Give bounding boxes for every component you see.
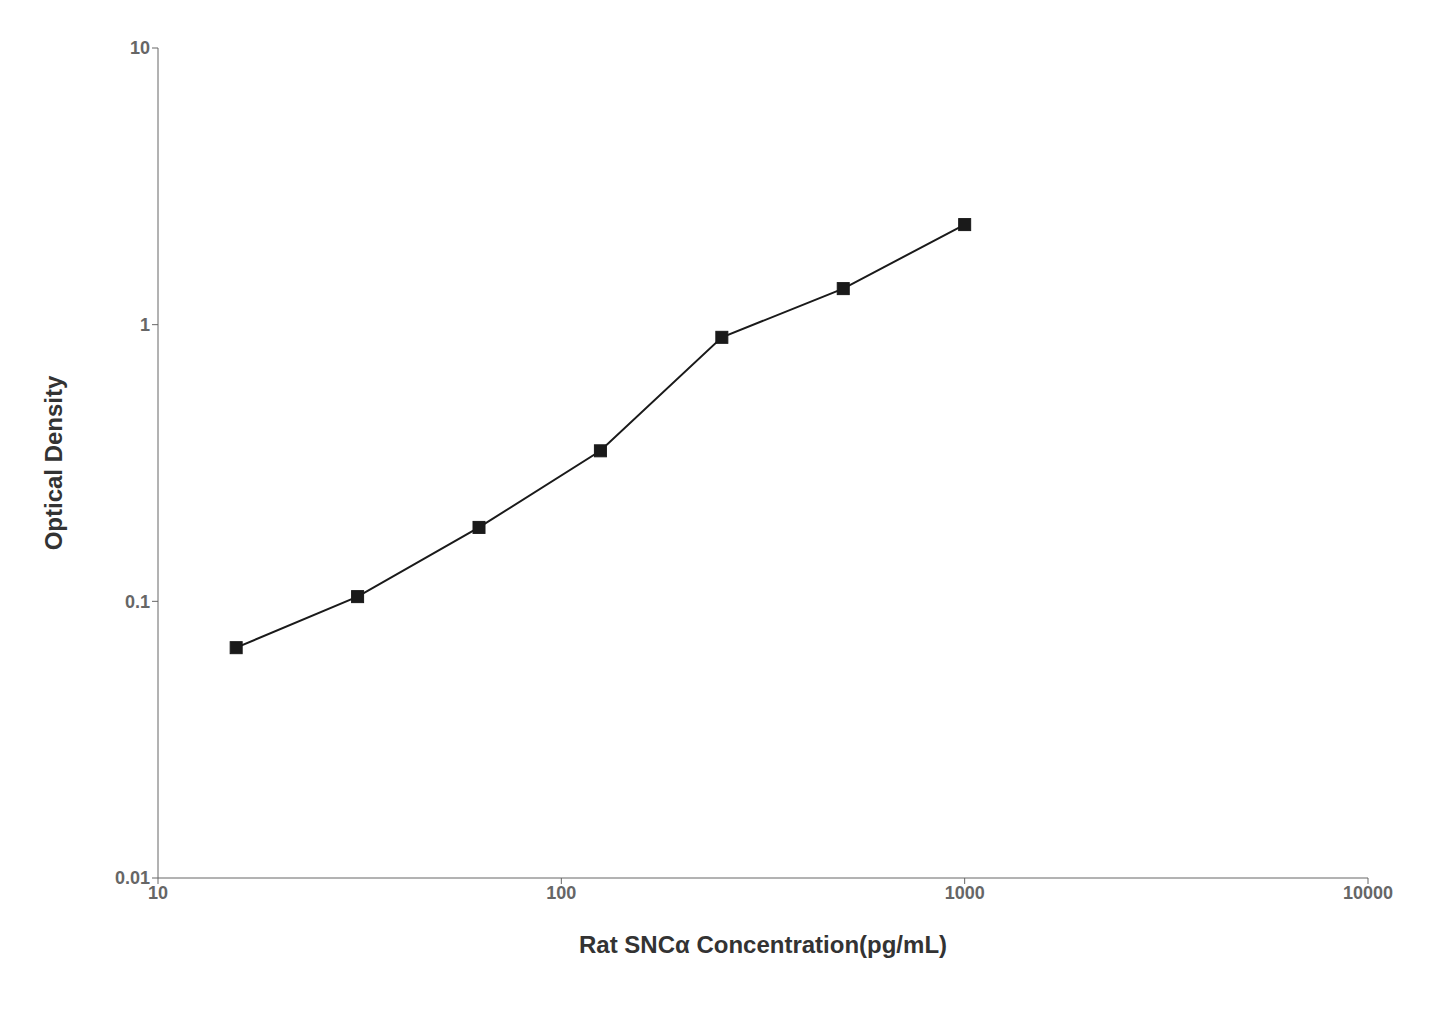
svg-text:1000: 1000 [945,883,985,903]
svg-text:Optical Density: Optical Density [40,375,67,550]
svg-text:10: 10 [148,883,168,903]
svg-text:0.01: 0.01 [115,868,150,888]
svg-text:0.1: 0.1 [125,592,150,612]
svg-text:100: 100 [546,883,576,903]
svg-text:1: 1 [140,315,150,335]
svg-text:10000: 10000 [1343,883,1393,903]
svg-text:Rat SNCα Concentration(pg/mL): Rat SNCα Concentration(pg/mL) [579,931,947,958]
svg-text:10: 10 [130,38,150,58]
